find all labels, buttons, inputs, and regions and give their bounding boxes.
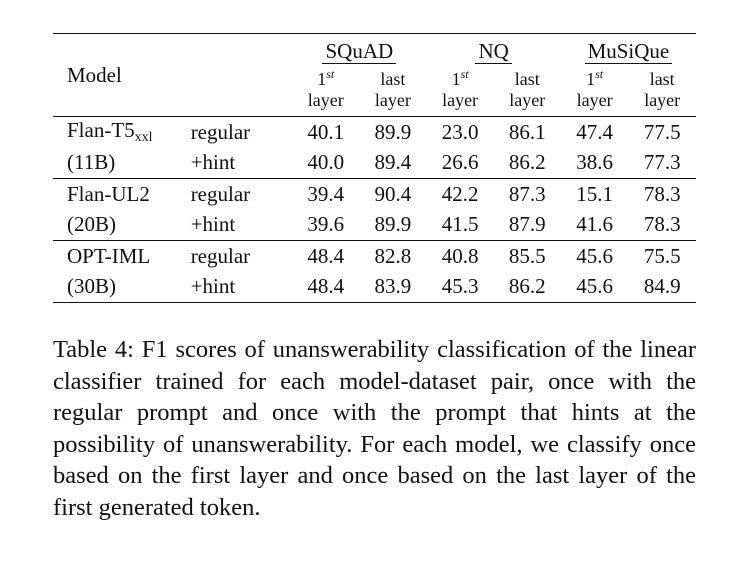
model-size: (20B) [67,212,116,237]
f1-score-cell: 77.5 [643,119,681,144]
f1-score-cell: 41.6 [576,212,613,237]
layer-word: layer [644,90,681,110]
f1-score-cell: 89.4 [374,150,412,175]
first-layer-header: 1st [317,67,335,89]
dataset-name: MuSiQue [584,41,673,64]
last-layer-header: last [514,69,540,89]
layer-header-row-top: 1st last 1st last 1st last [53,64,696,89]
table-row: (20B) +hint 39.6 89.9 41.5 87.9 41.6 78.3 [53,210,696,241]
f1-score-cell: 82.8 [374,243,412,268]
layer-word: layer [307,90,344,110]
f1-score-cell: 87.9 [508,212,546,237]
dataset-header-musique: MuSiQue [561,34,696,64]
results-table-body: Flan-T5xxl regular 40.1 89.9 23.0 86.1 47.4 77.… [53,116,696,303]
f1-score-cell: 48.4 [307,274,345,299]
first-layer-header: 1st [586,67,604,89]
model-name: Flan-T5xxl [67,117,153,145]
dataset-header-nq: NQ [427,34,561,64]
f1-score-cell: 84.9 [643,274,681,299]
model-name: OPT-IML [67,243,151,268]
f1-score-cell: 26.6 [441,150,479,175]
model-size: (11B) [67,150,116,175]
f1-score-cell: 78.3 [643,212,681,237]
model-name: Flan-UL2 [67,181,150,206]
results-table: Model SQuAD NQ MuSiQue 1st last 1st last… [53,33,696,303]
prompt-type: +hint [190,212,236,237]
f1-score-cell: 48.4 [307,243,345,268]
f1-score-cell: 86.1 [508,119,546,144]
f1-score-cell: 86.2 [508,274,546,299]
prompt-type: regular [190,181,251,206]
f1-score-cell: 45.6 [576,243,613,268]
f1-score-cell: 40.0 [307,150,345,175]
layer-word: layer [576,90,613,110]
table-row: Flan-T5xxl regular 40.1 89.9 23.0 86.1 47.4 77.… [53,116,696,148]
results-table-container: Model SQuAD NQ MuSiQue 1st last 1st last… [53,33,696,303]
f1-score-cell: 89.9 [374,212,412,237]
model-subscript: xxl [134,129,153,145]
f1-score-cell: 15.1 [576,181,613,206]
dataset-header-squad: SQuAD [292,34,426,64]
table-row: OPT-IML regular 48.4 82.8 40.8 85.5 45.6 75.5 [53,240,696,272]
first-layer-header: 1st [451,67,469,89]
layer-header-row-bottom: layer layer layer layer layer layer [53,89,696,117]
f1-score-cell: 47.4 [576,119,613,144]
prompt-column-header [191,34,292,117]
prompt-type: regular [190,243,251,268]
table-caption: Table 4: F1 scores of unanswerability cl… [53,336,696,521]
f1-score-cell: 83.9 [374,274,412,299]
f1-score-cell: 38.6 [576,150,613,175]
prompt-type: +hint [190,274,236,299]
f1-score-cell: 45.3 [441,274,479,299]
f1-score-cell: 40.1 [307,119,345,144]
f1-score-cell: 90.4 [374,181,412,206]
table-row: Flan-UL2 regular 39.4 90.4 42.2 87.3 15.1 78.3 [53,178,696,210]
layer-word: layer [509,90,546,110]
dataset-name: SQuAD [322,41,397,64]
dataset-header-row: Model SQuAD NQ MuSiQue [53,33,696,85]
prompt-type: regular [190,119,251,144]
table-row: (11B) +hint 40.0 89.4 26.6 86.2 38.6 77.3 [53,148,696,179]
f1-score-cell: 87.3 [508,181,546,206]
f1-score-cell: 86.2 [508,150,546,175]
f1-score-cell: 42.2 [441,181,479,206]
layer-word: layer [374,90,411,110]
layer-word: layer [442,90,479,110]
f1-score-cell: 78.3 [643,181,681,206]
model-column-header: Model [67,62,122,87]
f1-score-cell: 39.6 [307,212,345,237]
f1-score-cell: 85.5 [508,243,546,268]
model-size: (30B) [67,274,116,299]
f1-score-cell: 77.3 [643,150,681,175]
last-layer-header: last [380,69,406,89]
dataset-name: NQ [475,41,512,64]
f1-score-cell: 39.4 [307,181,345,206]
last-layer-header: last [649,69,675,89]
f1-score-cell: 89.9 [374,119,412,144]
table-row: (30B) +hint 48.4 83.9 45.3 86.2 45.6 84.9 [53,272,696,303]
f1-score-cell: 75.5 [643,243,681,268]
prompt-type: +hint [190,150,236,175]
f1-score-cell: 41.5 [441,212,479,237]
f1-score-cell: 40.8 [441,243,479,268]
f1-score-cell: 23.0 [441,119,479,144]
f1-score-cell: 45.6 [576,274,613,299]
